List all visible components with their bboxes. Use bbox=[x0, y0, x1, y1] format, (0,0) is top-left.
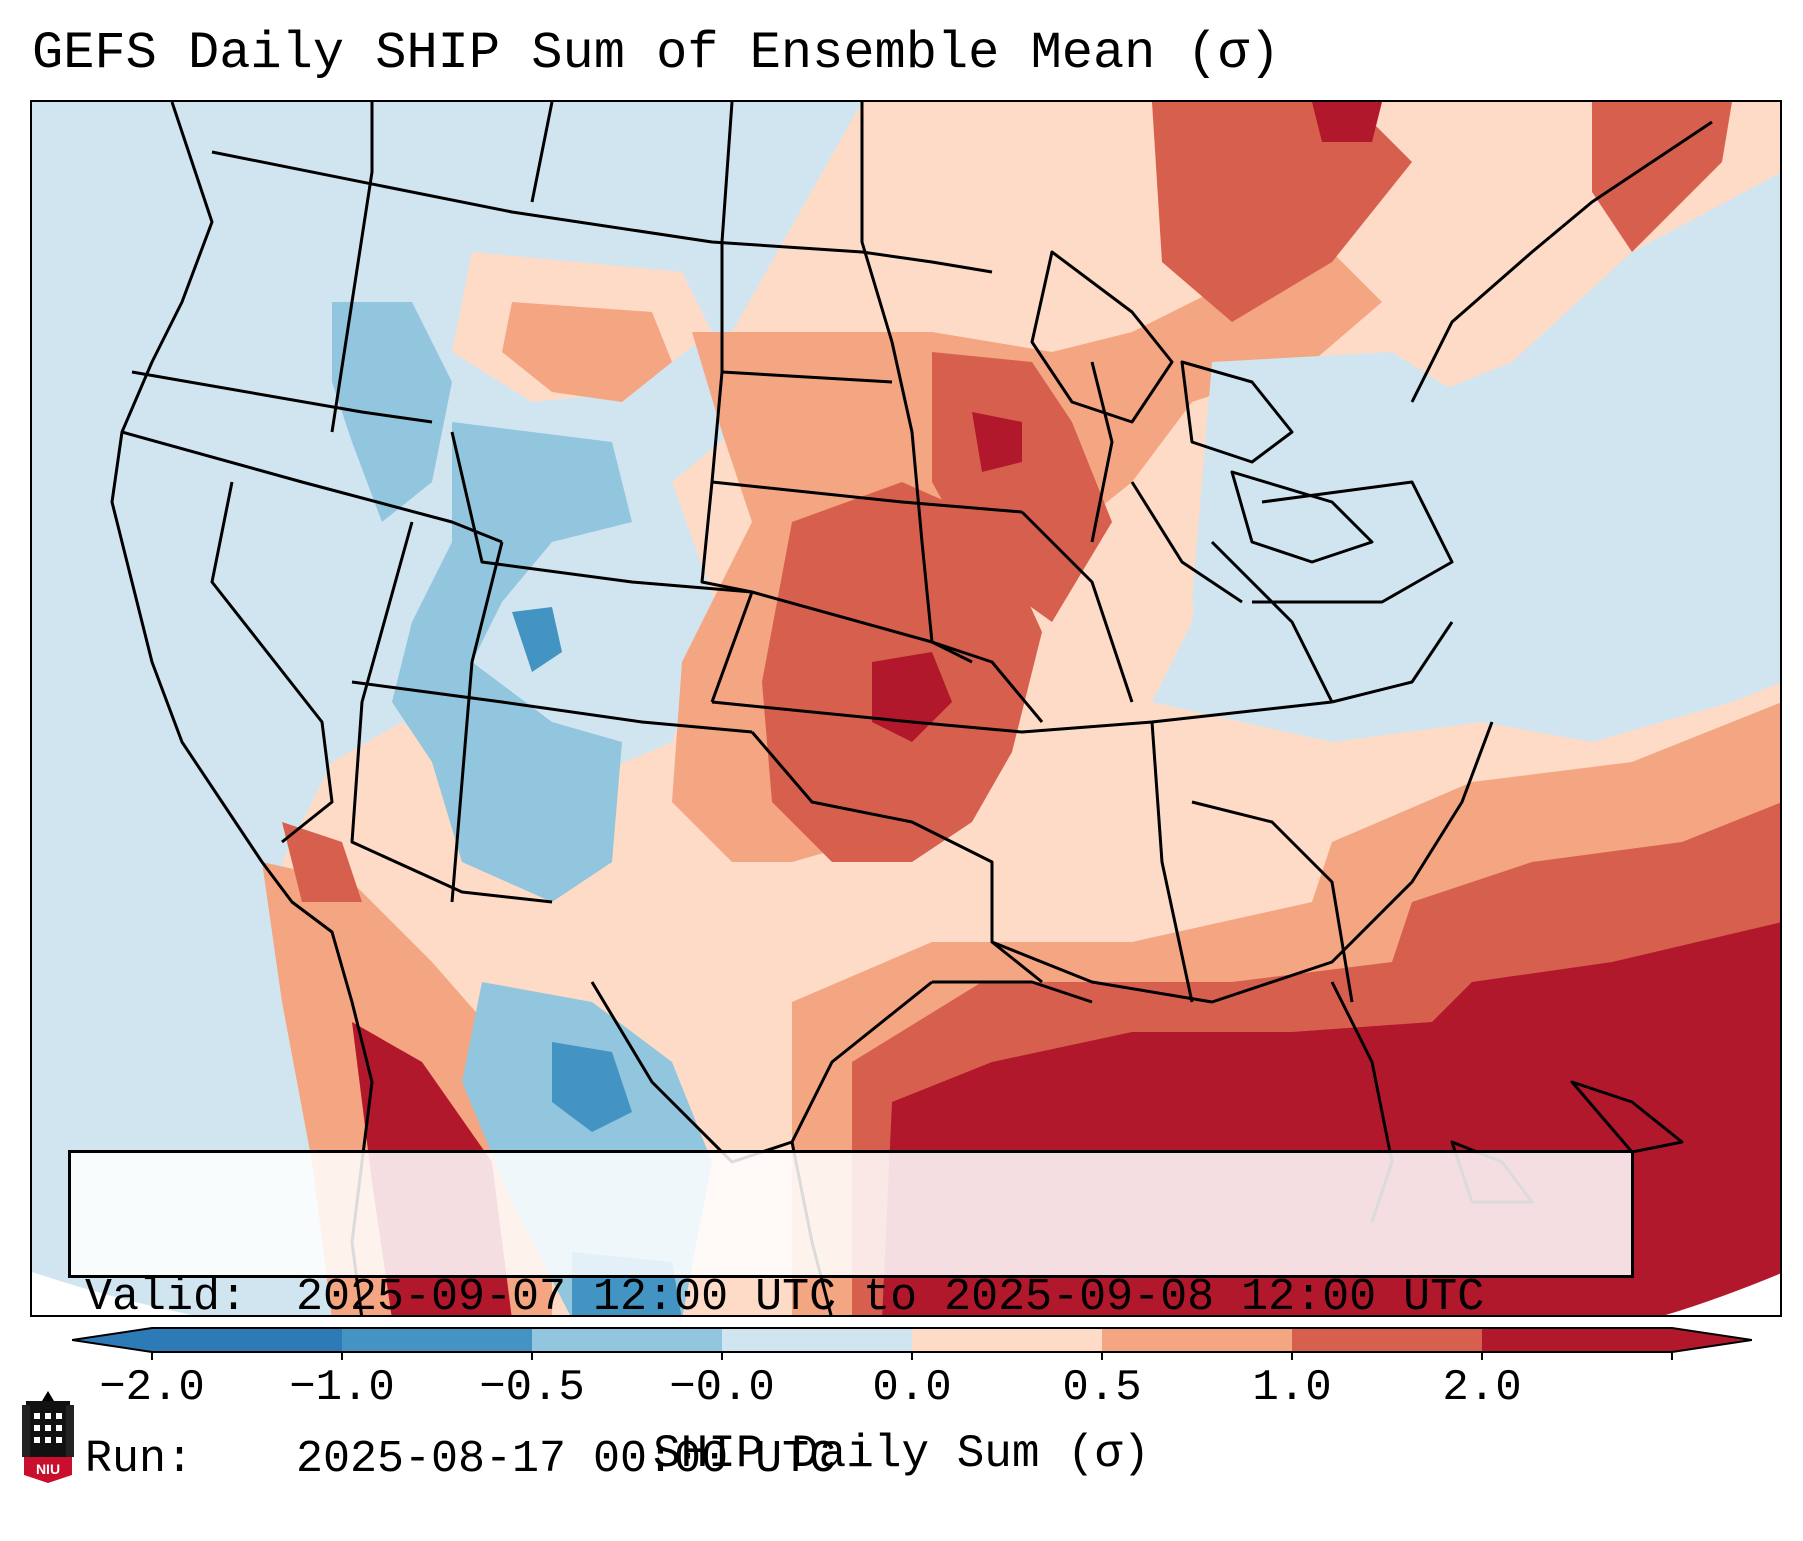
valid-value: 2025-09-07 12:00 UTC to 2025-09-08 12:00… bbox=[296, 1272, 1485, 1323]
colorbar-segment bbox=[722, 1328, 912, 1352]
tick-label: 1.0 bbox=[1252, 1363, 1332, 1413]
field-negative-rockies bbox=[392, 422, 632, 902]
colorbar-extend-high bbox=[1672, 1328, 1752, 1352]
field-negative-idaho bbox=[332, 302, 452, 522]
field-positive-maine bbox=[1592, 102, 1732, 252]
colorbar-ticks bbox=[151, 1352, 1673, 1360]
colorbar bbox=[72, 1327, 1752, 1360]
field-negative-texas-core bbox=[552, 1042, 632, 1132]
tick-label: −0.5 bbox=[479, 1363, 585, 1413]
projection-edge-right bbox=[1665, 1273, 1780, 1315]
colorbar-segment bbox=[152, 1328, 342, 1352]
tick-label: 0.0 bbox=[872, 1363, 952, 1413]
run-value: 2025-08-17 00:00 UTC bbox=[296, 1434, 837, 1485]
field-positive-north-core bbox=[1152, 102, 1412, 322]
field-positive-iowa-core bbox=[972, 412, 1022, 472]
tick-label: −2.0 bbox=[99, 1363, 205, 1413]
colorbar-segment bbox=[342, 1328, 532, 1352]
field-negative-colorado-core bbox=[512, 607, 562, 672]
field-negative-northeast bbox=[1192, 352, 1532, 702]
tick-label: −1.0 bbox=[289, 1363, 395, 1413]
valid-label: Valid: bbox=[85, 1272, 248, 1323]
valid-row: Valid: 2025-09-07 12:00 UTC to 2025-09-0… bbox=[85, 1271, 1617, 1325]
colorbar-segment bbox=[1482, 1328, 1672, 1352]
tick-label: 0.5 bbox=[1062, 1363, 1142, 1413]
niu-tower-logo-icon: NIU bbox=[22, 1391, 74, 1483]
chart-title: GEFS Daily SHIP Sum of Ensemble Mean (σ) bbox=[32, 24, 1281, 83]
colorbar-label: SHIP Daily Sum (σ) bbox=[653, 1428, 1150, 1480]
political-boundaries bbox=[110, 102, 1713, 1315]
colorbar-segment bbox=[532, 1328, 722, 1352]
run-label: Run: bbox=[85, 1434, 194, 1485]
colorbar-segment bbox=[1292, 1328, 1482, 1352]
colorbar-segment bbox=[1102, 1328, 1292, 1352]
projection-edge-left bbox=[32, 1272, 192, 1315]
field-positive-socal bbox=[282, 822, 362, 902]
colorbar-extend-low bbox=[72, 1328, 152, 1352]
tick-label: 2.0 bbox=[1442, 1363, 1522, 1413]
field-positive-montana-core bbox=[502, 302, 672, 402]
field-positive-lakes-core bbox=[1312, 102, 1382, 142]
run-row: Run: 2025-08-17 00:00 UTC bbox=[85, 1433, 1617, 1487]
map-panel bbox=[30, 100, 1782, 1317]
tick-label: −0.0 bbox=[669, 1363, 775, 1413]
ship-map bbox=[32, 102, 1780, 1315]
validity-info-box: Valid: 2025-09-07 12:00 UTC to 2025-09-0… bbox=[68, 1150, 1634, 1485]
colorbar-segment bbox=[912, 1328, 1102, 1352]
logo-text: NIU bbox=[36, 1461, 60, 1477]
colorbar-tick-labels: −2.0 −1.0 −0.5 −0.0 0.0 0.5 1.0 2.0 bbox=[0, 1362, 1803, 1422]
